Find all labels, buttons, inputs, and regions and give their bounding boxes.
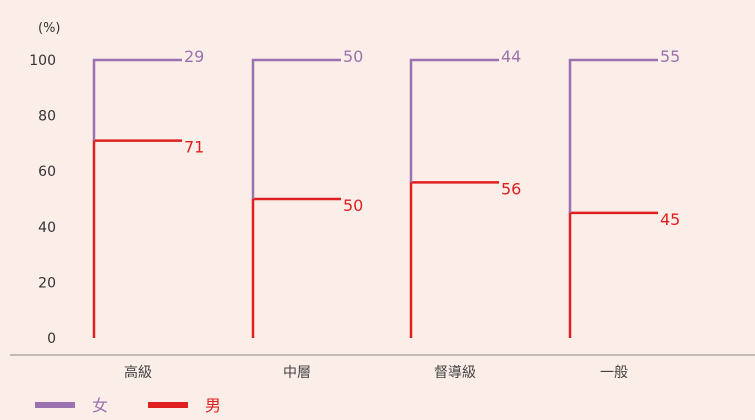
bars: 71 29 50 50 56 44 45 55 [92, 47, 680, 338]
bar-female-3 [568, 58, 658, 213]
y-unit-label: (%) [38, 21, 61, 36]
y-tick-label: 80 [38, 109, 56, 125]
x-category-label: 一般 [600, 365, 628, 381]
bar-male-2 [409, 181, 499, 338]
y-axis-ticks: 0 20 40 60 80 100 [29, 53, 56, 347]
x-axis-categories: 高級 中層 督導級 一般 [124, 364, 628, 381]
legend-swatch-1 [148, 402, 188, 408]
bar-male-1 [251, 197, 341, 338]
data-label-male-0: 71 [184, 138, 204, 157]
legend: 女男 [35, 396, 221, 415]
y-tick-label: 40 [38, 220, 56, 236]
data-label-female-0: 29 [184, 47, 204, 66]
legend-swatch-0 [35, 402, 75, 408]
y-tick-label: 0 [47, 331, 56, 347]
x-category-label: 督導級 [434, 365, 476, 381]
legend-label-1: 男 [205, 396, 221, 415]
y-tick-label: 60 [38, 164, 56, 180]
data-label-male-3: 45 [660, 210, 680, 229]
bar-male-0 [92, 139, 182, 338]
x-category-label: 中層 [283, 365, 311, 381]
data-label-male-2: 56 [501, 179, 521, 198]
bar-female-1 [251, 58, 341, 199]
bar-female-2 [409, 58, 499, 183]
data-label-male-1: 50 [343, 196, 363, 215]
y-tick-label: 100 [29, 53, 56, 69]
bar-male-3 [568, 211, 658, 338]
data-label-female-3: 55 [660, 47, 680, 66]
data-label-female-1: 50 [343, 47, 363, 66]
legend-label-0: 女 [92, 396, 108, 415]
bar-female-0 [92, 58, 182, 141]
x-category-label: 高級 [124, 364, 152, 381]
y-tick-label: 20 [38, 275, 56, 291]
data-label-female-2: 44 [501, 47, 521, 66]
